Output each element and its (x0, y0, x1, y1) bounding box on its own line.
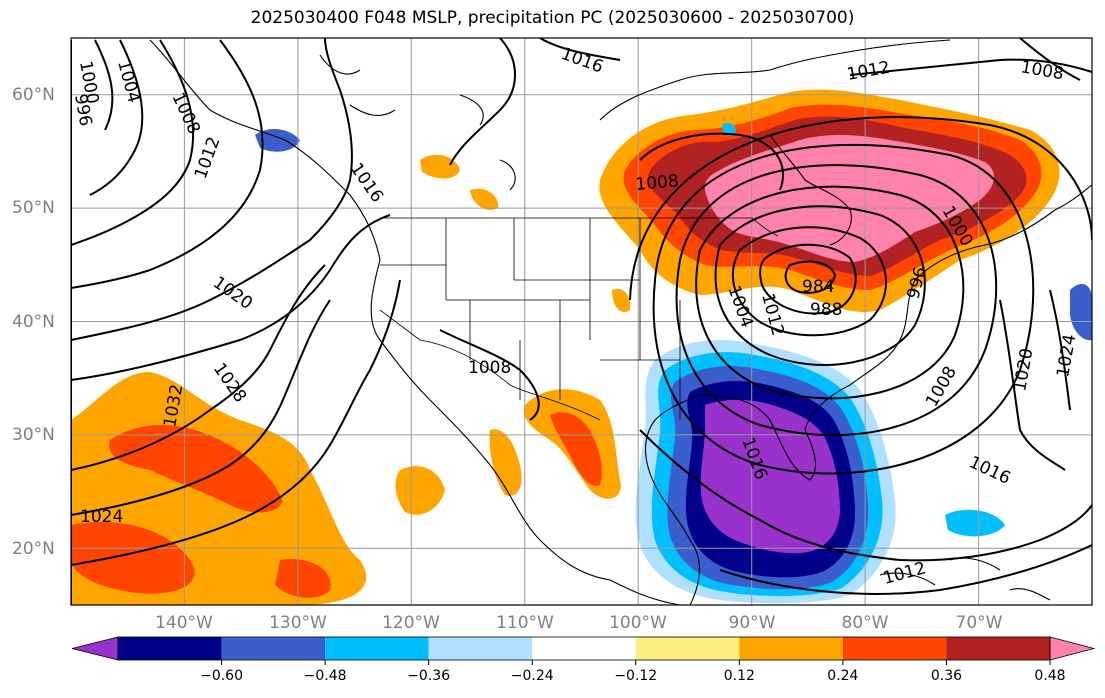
colorbar-segment (842, 637, 947, 660)
precip-nw-blob2 (470, 188, 499, 210)
colorbar-tick-label: −0.48 (304, 668, 347, 684)
map-title: 2025030400 F048 MSLP, precipitation PC (… (250, 8, 855, 28)
lon-label: 80°W (842, 613, 889, 633)
colorbar-segment (946, 637, 1050, 660)
lat-label: 40°N (12, 312, 55, 332)
colorbar-extend-low (71, 636, 119, 661)
lat-axis: 60°N 50°N 40°N 30°N 20°N (12, 85, 55, 559)
precip-atlantic-negative (1070, 284, 1092, 341)
precip-mexico (395, 429, 522, 515)
colorbar-segment (532, 637, 636, 660)
lon-label: 140°W (155, 613, 213, 633)
borders (379, 217, 779, 421)
colorbar: −0.60 −0.48 −0.36 −0.24 −0.12 0.12 0.24 0.36 0.4… (71, 636, 1096, 684)
colorbar-tick-label: −0.36 (407, 668, 450, 684)
precip-texas-strong (550, 412, 602, 486)
colorbar-segment (118, 637, 222, 660)
colorbar-tick-label: 0.12 (724, 668, 755, 684)
colorbar-tick-label: −0.12 (614, 668, 657, 684)
precip-canada-negative (722, 123, 736, 136)
lon-axis: 140°W 130°W 120°W 110°W 100°W 90°W 80°W … (155, 613, 1003, 633)
colorbar-frame (117, 636, 1051, 661)
lat-label: 30°N (12, 425, 55, 445)
map-frame (70, 37, 1093, 606)
colorbar-tick-label: −0.60 (200, 668, 243, 684)
lon-label: 130°W (269, 613, 327, 633)
lat-label: 60°N (12, 85, 55, 105)
precip-caribbean-negative (945, 509, 1005, 537)
isobar-label: 1024 (80, 507, 123, 527)
precip-nw-blob (420, 154, 460, 179)
precip-alaska-negative (255, 128, 300, 152)
isobar-label: 1008 (635, 171, 680, 195)
colorbar-segment (325, 637, 429, 660)
isobar-label: 984 (802, 277, 834, 297)
lon-label: 100°W (609, 613, 667, 633)
lat-label: 20°N (12, 539, 55, 559)
colorbar-segment (635, 637, 740, 660)
lon-label: 110°W (496, 613, 554, 633)
precip-lake-small (612, 288, 631, 312)
colorbar-segment (739, 637, 843, 660)
colorbar-tick-label: 0.24 (827, 668, 858, 684)
isobar-label: 1008 (468, 358, 511, 378)
colorbar-tick-label: 0.48 (1034, 668, 1065, 684)
lon-label: 120°W (382, 613, 440, 633)
isobars (71, 38, 1092, 605)
lat-label: 50°N (12, 198, 55, 218)
coastlines (149, 39, 1092, 605)
lon-label: 70°W (956, 613, 1003, 633)
lon-label: 90°W (729, 613, 776, 633)
colorbar-extend-high (1049, 636, 1096, 661)
precip-gulf-purple (700, 399, 840, 554)
colorbar-tick-label: 0.36 (931, 668, 962, 684)
colorbar-tick-label: −0.24 (511, 668, 554, 684)
colorbar-segment (221, 637, 326, 660)
precip-pacific-strong (71, 425, 331, 598)
colorbar-segment (428, 637, 533, 660)
isobar-label: 988 (810, 300, 842, 320)
